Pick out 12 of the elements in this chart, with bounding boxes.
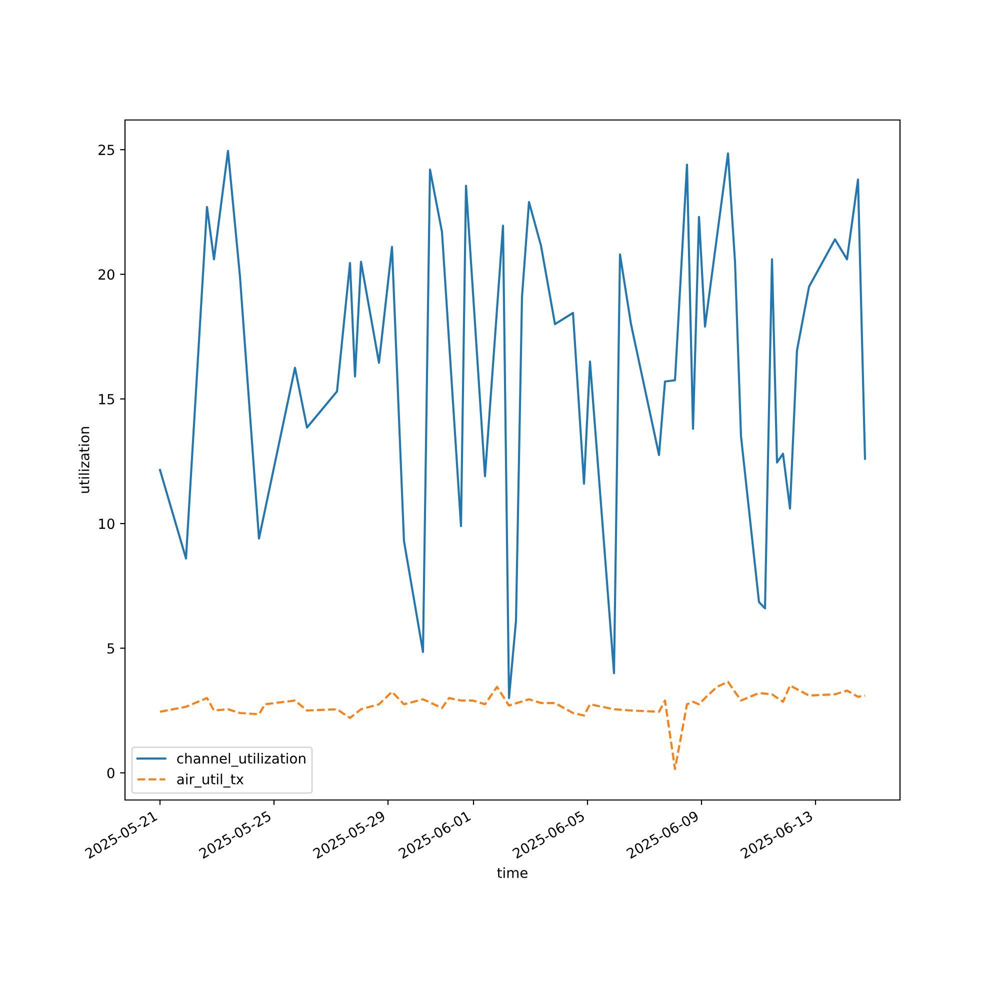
x-axis-title: time [497, 867, 528, 878]
legend-label: channel_utilization [177, 752, 306, 767]
legend-label: air_util_tx [177, 774, 244, 788]
y-tick-label: 0 [107, 768, 114, 778]
y-tick-label: 25 [98, 144, 114, 156]
y-axis-title: utilization [78, 427, 90, 493]
y-tick-label: 20 [98, 269, 114, 280]
y-tick-label: 10 [99, 518, 114, 530]
y-tick-label: 15 [99, 394, 114, 404]
line-series [158, 680, 866, 770]
y-tick-label: 5 [108, 643, 114, 654]
line-series [158, 150, 866, 700]
